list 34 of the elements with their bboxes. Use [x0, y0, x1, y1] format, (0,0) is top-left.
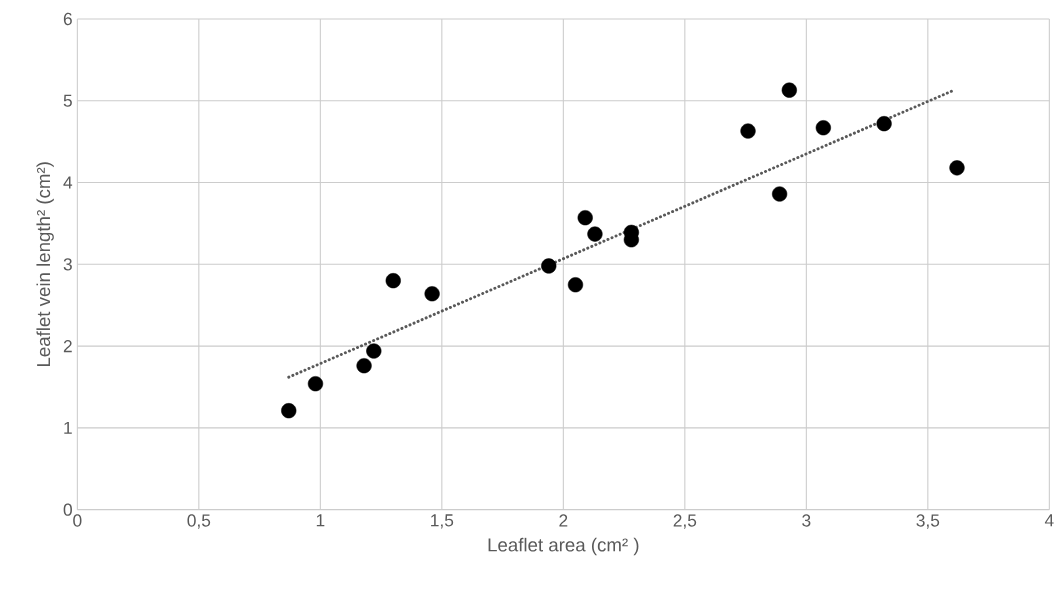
point: [949, 160, 965, 176]
point: [366, 343, 382, 359]
point: [815, 120, 831, 136]
x-tick-label: 2: [559, 514, 568, 527]
x-tick-label: 2,5: [673, 514, 697, 529]
y-tick-label: 6: [63, 12, 72, 26]
y-tick-label: 5: [63, 94, 72, 107]
point: [385, 273, 401, 289]
point: [740, 123, 756, 139]
x-tick-label: 3: [802, 514, 811, 527]
point: [587, 226, 603, 242]
point: [541, 258, 557, 274]
x-tick-label: 4: [1044, 514, 1054, 527]
point: [356, 358, 372, 374]
point: [281, 403, 297, 419]
y-tick-label: 0: [63, 503, 72, 516]
x-tick-label: 0,5: [187, 514, 211, 529]
point: [772, 186, 788, 202]
y-tick-label: 2: [63, 340, 72, 353]
x-tick-label: 0: [73, 514, 82, 527]
point: [424, 286, 440, 302]
y-tick-label: 4: [63, 176, 73, 189]
x-axis-title: Leaflet area (cm² ): [488, 537, 639, 556]
point: [307, 376, 324, 392]
y-tick-label: 1: [64, 421, 72, 434]
point: [567, 277, 584, 293]
y-axis-title: Leaflet vein length² (cm²): [36, 162, 54, 367]
x-tick-label: 1,5: [431, 514, 454, 529]
point: [577, 210, 593, 226]
y-tick-label: 3: [63, 258, 72, 271]
x-tick-label: 1: [316, 514, 325, 527]
x-tick-label: 3,5: [916, 514, 940, 529]
point: [876, 116, 892, 132]
point: [781, 82, 797, 98]
